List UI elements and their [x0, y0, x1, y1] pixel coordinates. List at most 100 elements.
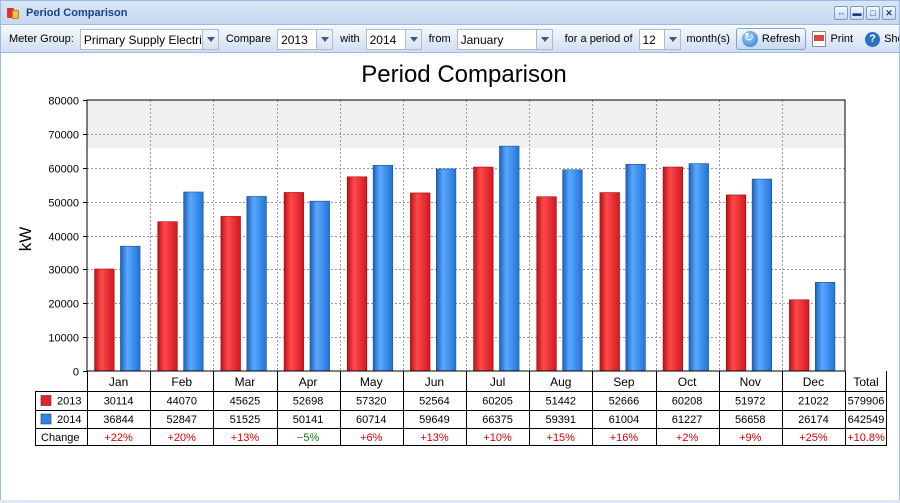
y-tick-label: 80000 — [48, 96, 79, 108]
close-icon[interactable]: ✕ — [882, 6, 896, 20]
help-button[interactable]: ? Show Help — [859, 28, 899, 50]
meter-group-value: Primary Supply Electricity — [83, 32, 202, 47]
bar-2013-sep — [599, 192, 620, 372]
meter-group-select[interactable]: Primary Supply Electricity — [79, 28, 219, 50]
legend-swatch-2013 — [40, 395, 52, 406]
bar-2013-aug — [536, 196, 557, 372]
category-label: Jul — [490, 375, 505, 389]
y-tick-label: 0 — [73, 367, 79, 379]
change-cell: +13% — [420, 432, 449, 444]
meter-group-label: Meter Group: — [9, 33, 74, 45]
data-table: Jan Feb Mar Apr May Jun Jul Aug Sep Oct Nov Dec Tota… — [35, 371, 887, 446]
from-month-value: January — [460, 32, 504, 47]
bar-2014-feb — [183, 191, 204, 372]
change-cell: +13% — [231, 432, 260, 444]
comparison-chart: Period Comparison kW 0 10000 20000 30000 400… — [16, 61, 887, 446]
change-cell: +15% — [547, 432, 576, 444]
chevron-down-icon[interactable] — [201, 29, 218, 49]
refresh-label: Refresh — [761, 33, 801, 45]
chevron-down-icon[interactable] — [663, 29, 680, 49]
change-cell: +25% — [799, 432, 828, 444]
help-icon: ? — [865, 31, 881, 47]
change-cell: +6% — [360, 432, 383, 444]
bar-2014-jan — [120, 245, 141, 372]
y-tick-label: 40000 — [48, 232, 79, 244]
table-cell: 59391 — [545, 414, 576, 426]
table-cell: 66375 — [482, 414, 513, 426]
period-select[interactable]: 12 — [638, 28, 681, 50]
from-month-select[interactable]: January — [456, 28, 553, 50]
table-cell: 61004 — [609, 414, 640, 426]
table-cell: 30114 — [104, 396, 134, 408]
chevron-down-icon[interactable] — [316, 29, 333, 49]
bar-2014-jun — [436, 168, 457, 372]
refresh-button[interactable]: Refresh — [735, 28, 807, 50]
category-label: Nov — [740, 375, 761, 389]
bar-2014-oct — [688, 163, 709, 372]
category-label: Dec — [803, 375, 824, 389]
bar-2014-jul — [499, 145, 520, 372]
chevron-down-icon[interactable] — [535, 29, 552, 49]
category-label: Mar — [235, 375, 256, 389]
bar-2013-mar — [220, 216, 241, 372]
compare-year-select[interactable]: 2013 — [277, 28, 334, 50]
table-cell: 52847 — [166, 414, 197, 426]
print-button[interactable]: Print — [806, 28, 859, 50]
table-cell: 61227 — [672, 414, 703, 426]
change-cell: +22% — [104, 432, 133, 444]
chart-title: Period Comparison — [361, 61, 566, 88]
minimize-icon[interactable]: ▬ — [850, 6, 864, 20]
change-cell: −5% — [297, 432, 320, 444]
months-label: month(s) — [686, 33, 730, 45]
table-cell: 51442 — [545, 396, 576, 408]
table-cell: 56658 — [735, 414, 766, 426]
category-label: May — [360, 375, 383, 389]
table-cell: 51972 — [735, 396, 766, 408]
refresh-icon — [741, 30, 758, 47]
maximize-icon[interactable]: □ — [866, 6, 880, 20]
period-value: 12 — [642, 32, 656, 47]
bar-2014-mar — [246, 196, 267, 372]
bar-2013-dec — [789, 299, 810, 372]
change-cell: +9% — [739, 432, 762, 444]
legend-label-2014: 2014 — [57, 414, 81, 426]
table-cell: 44070 — [166, 396, 197, 408]
bar-2014-sep — [625, 164, 646, 372]
table-cell: 52698 — [293, 396, 324, 408]
y-tick-label: 70000 — [48, 130, 79, 142]
change-row-label: Change — [41, 432, 80, 444]
pin-icon[interactable]: ⇔ — [834, 6, 848, 20]
change-total-cell: +10.8% — [847, 432, 885, 444]
chevron-down-icon[interactable] — [404, 29, 421, 49]
help-label: Show Help — [884, 33, 899, 45]
legend-label-2013: 2013 — [57, 396, 81, 408]
bar-2013-feb — [157, 221, 178, 372]
change-cell: +2% — [676, 432, 699, 444]
with-year-select[interactable]: 2014 — [365, 28, 422, 50]
y-tick-label: 30000 — [48, 265, 79, 277]
table-cell: 52564 — [419, 396, 450, 408]
with-year-value: 2014 — [369, 32, 397, 47]
table-total-cell: 642549 — [848, 414, 885, 426]
table-cell: 60208 — [672, 396, 703, 408]
change-cell: +10% — [483, 432, 512, 444]
table-cell: 60714 — [356, 414, 387, 426]
from-label: from — [428, 33, 451, 45]
table-total-cell: 579906 — [848, 396, 885, 408]
y-tick-label: 20000 — [48, 299, 79, 311]
category-label: Apr — [299, 375, 318, 389]
bar-2013-jan — [94, 268, 115, 372]
table-cell: 26174 — [798, 414, 829, 426]
bar-2013-nov — [725, 194, 747, 372]
category-label: Aug — [550, 375, 571, 389]
bar-2013-jun — [410, 192, 431, 372]
toolbar: Meter Group: Primary Supply Electricity … — [1, 26, 899, 53]
bar-2013-may — [346, 176, 368, 372]
bar-2013-jul — [473, 166, 494, 372]
bar-2014-may — [372, 165, 394, 372]
compare-year-value: 2013 — [281, 32, 308, 47]
bar-2014-apr — [309, 200, 330, 372]
bar-2014-aug — [562, 169, 583, 372]
legend-swatch-2014 — [40, 413, 52, 425]
table-cell: 57320 — [356, 396, 387, 408]
